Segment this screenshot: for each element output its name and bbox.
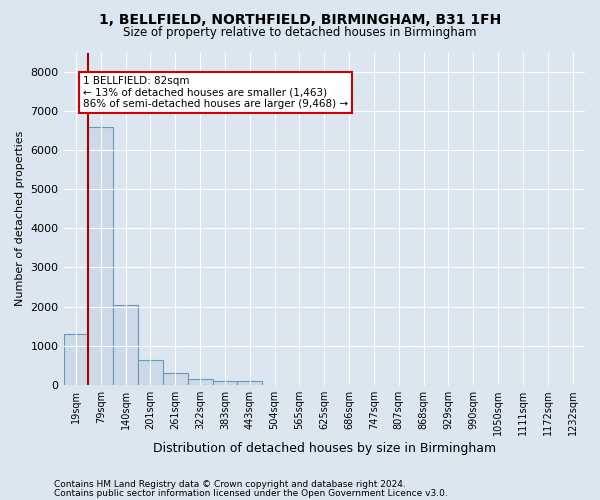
Text: 1, BELLFIELD, NORTHFIELD, BIRMINGHAM, B31 1FH: 1, BELLFIELD, NORTHFIELD, BIRMINGHAM, B3… [99,12,501,26]
Bar [212,381,238,384]
Text: 1 BELLFIELD: 82sqm
← 13% of detached houses are smaller (1,463)
86% of semi-deta: 1 BELLFIELD: 82sqm ← 13% of detached hou… [83,76,348,109]
Bar [163,374,188,384]
Text: Size of property relative to detached houses in Birmingham: Size of property relative to detached ho… [123,26,477,39]
Bar [88,127,113,384]
Text: Contains HM Land Registry data © Crown copyright and database right 2024.: Contains HM Land Registry data © Crown c… [54,480,406,489]
Bar [113,304,138,384]
Text: Contains public sector information licensed under the Open Government Licence v3: Contains public sector information licen… [54,488,448,498]
Bar [238,381,262,384]
Bar [138,360,163,384]
Bar [188,379,212,384]
Bar [64,334,88,384]
Y-axis label: Number of detached properties: Number of detached properties [15,131,25,306]
X-axis label: Distribution of detached houses by size in Birmingham: Distribution of detached houses by size … [153,442,496,455]
